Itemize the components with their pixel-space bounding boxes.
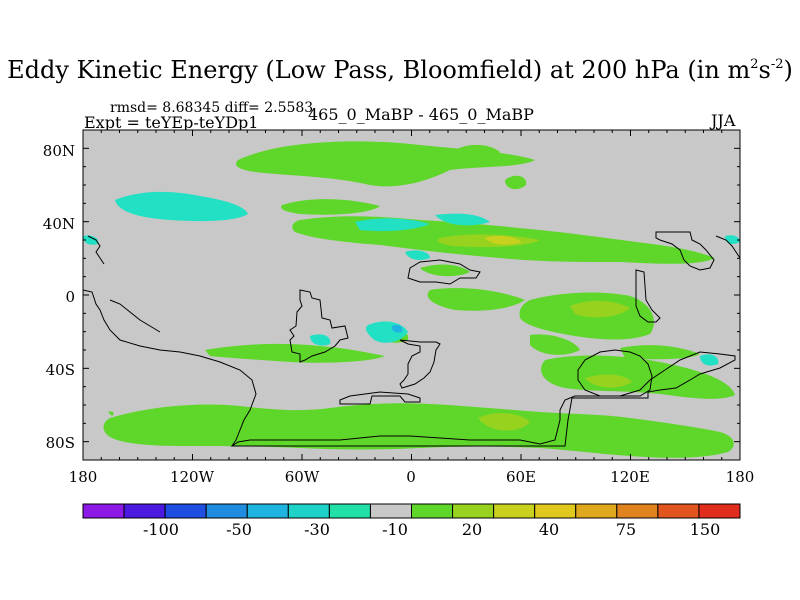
colorbar-swatch: [698, 503, 741, 519]
colorbar-swatch: [493, 503, 536, 519]
colorbar-label: -100: [143, 520, 179, 539]
strong-anomaly-regions: [485, 235, 522, 245]
negative-anomaly-regions: [83, 191, 740, 366]
region-antarctic: [103, 403, 734, 458]
coast-asia-east: [635, 269, 661, 323]
y-tick-label-80s: 80S: [45, 434, 75, 452]
colorbar-swatch: [123, 503, 166, 519]
coast-north-africa: [407, 259, 481, 285]
axis-ticks: [82, 129, 741, 461]
x-tick-label-60w: 60W: [284, 468, 320, 486]
colorbar-swatch: [164, 503, 207, 519]
colorbar-swatch: [616, 503, 659, 519]
y-tick-label-80n: 80N: [42, 142, 75, 160]
x-tick-label-180e: 180: [725, 468, 755, 486]
colorbar-swatch: [287, 503, 330, 519]
region-north-pacific: [115, 191, 248, 222]
colorbar-label: 150: [689, 520, 721, 539]
y-tick-label-40n: 40N: [42, 215, 75, 233]
colorbar-label: -30: [304, 520, 330, 539]
season-label: JJA: [711, 111, 736, 130]
x-tick-label-0: 0: [406, 468, 416, 486]
colorbar-swatch: [575, 503, 618, 519]
comparison-label: 465_0_MaBP - 465_0_MaBP: [308, 105, 534, 124]
colorbar-label: 75: [615, 520, 637, 539]
coast-africa: [399, 339, 441, 389]
experiment-label: Expt = teYEp-teYDp1: [84, 113, 259, 132]
coast-antarctica: [230, 351, 736, 447]
region-southern-band: [205, 343, 385, 363]
y-tick-label-40s: 40S: [45, 361, 75, 379]
coast-antarctic-peninsula: [339, 391, 421, 405]
coast-australia: [577, 349, 653, 397]
colorbar-swatch: [411, 503, 454, 519]
x-tick-label-120e: 120E: [610, 468, 650, 486]
region-tropical-eastern: [427, 288, 525, 311]
x-tick-label-180w: 180: [68, 468, 98, 486]
map-field: [83, 130, 740, 460]
x-tick-label-60e: 60E: [505, 468, 537, 486]
colorbar-swatch: [205, 503, 248, 519]
colorbar-swatch: [369, 503, 412, 519]
region-tropical-north: [281, 199, 380, 215]
colorbar-swatch: [82, 503, 125, 519]
colorbar-label: -10: [382, 520, 408, 539]
strong-negative-regions: [391, 324, 403, 333]
chart-title: Eddy Kinetic Energy (Low Pass, Bloomfiel…: [7, 56, 793, 84]
x-tick-label-120w: 120W: [169, 468, 215, 486]
colorbar-swatch: [246, 503, 289, 519]
colorbar: [82, 503, 741, 519]
colorbar-swatch: [452, 503, 495, 519]
colorbar-swatch: [657, 503, 700, 519]
coast-north-america: [655, 231, 715, 271]
coastlines: [83, 231, 740, 447]
colorbar-swatch: [328, 503, 371, 519]
y-tick-label-0: 0: [65, 288, 75, 306]
colorbar-label: 40: [538, 520, 560, 539]
rmsd-diff-label: rmsd= 8.68345 diff= 2.5583: [110, 100, 314, 116]
colorbar-label: -50: [226, 520, 252, 539]
colorbar-swatch: [534, 503, 577, 519]
coast-south-america: [289, 289, 349, 363]
colorbar-label: 20: [461, 520, 483, 539]
